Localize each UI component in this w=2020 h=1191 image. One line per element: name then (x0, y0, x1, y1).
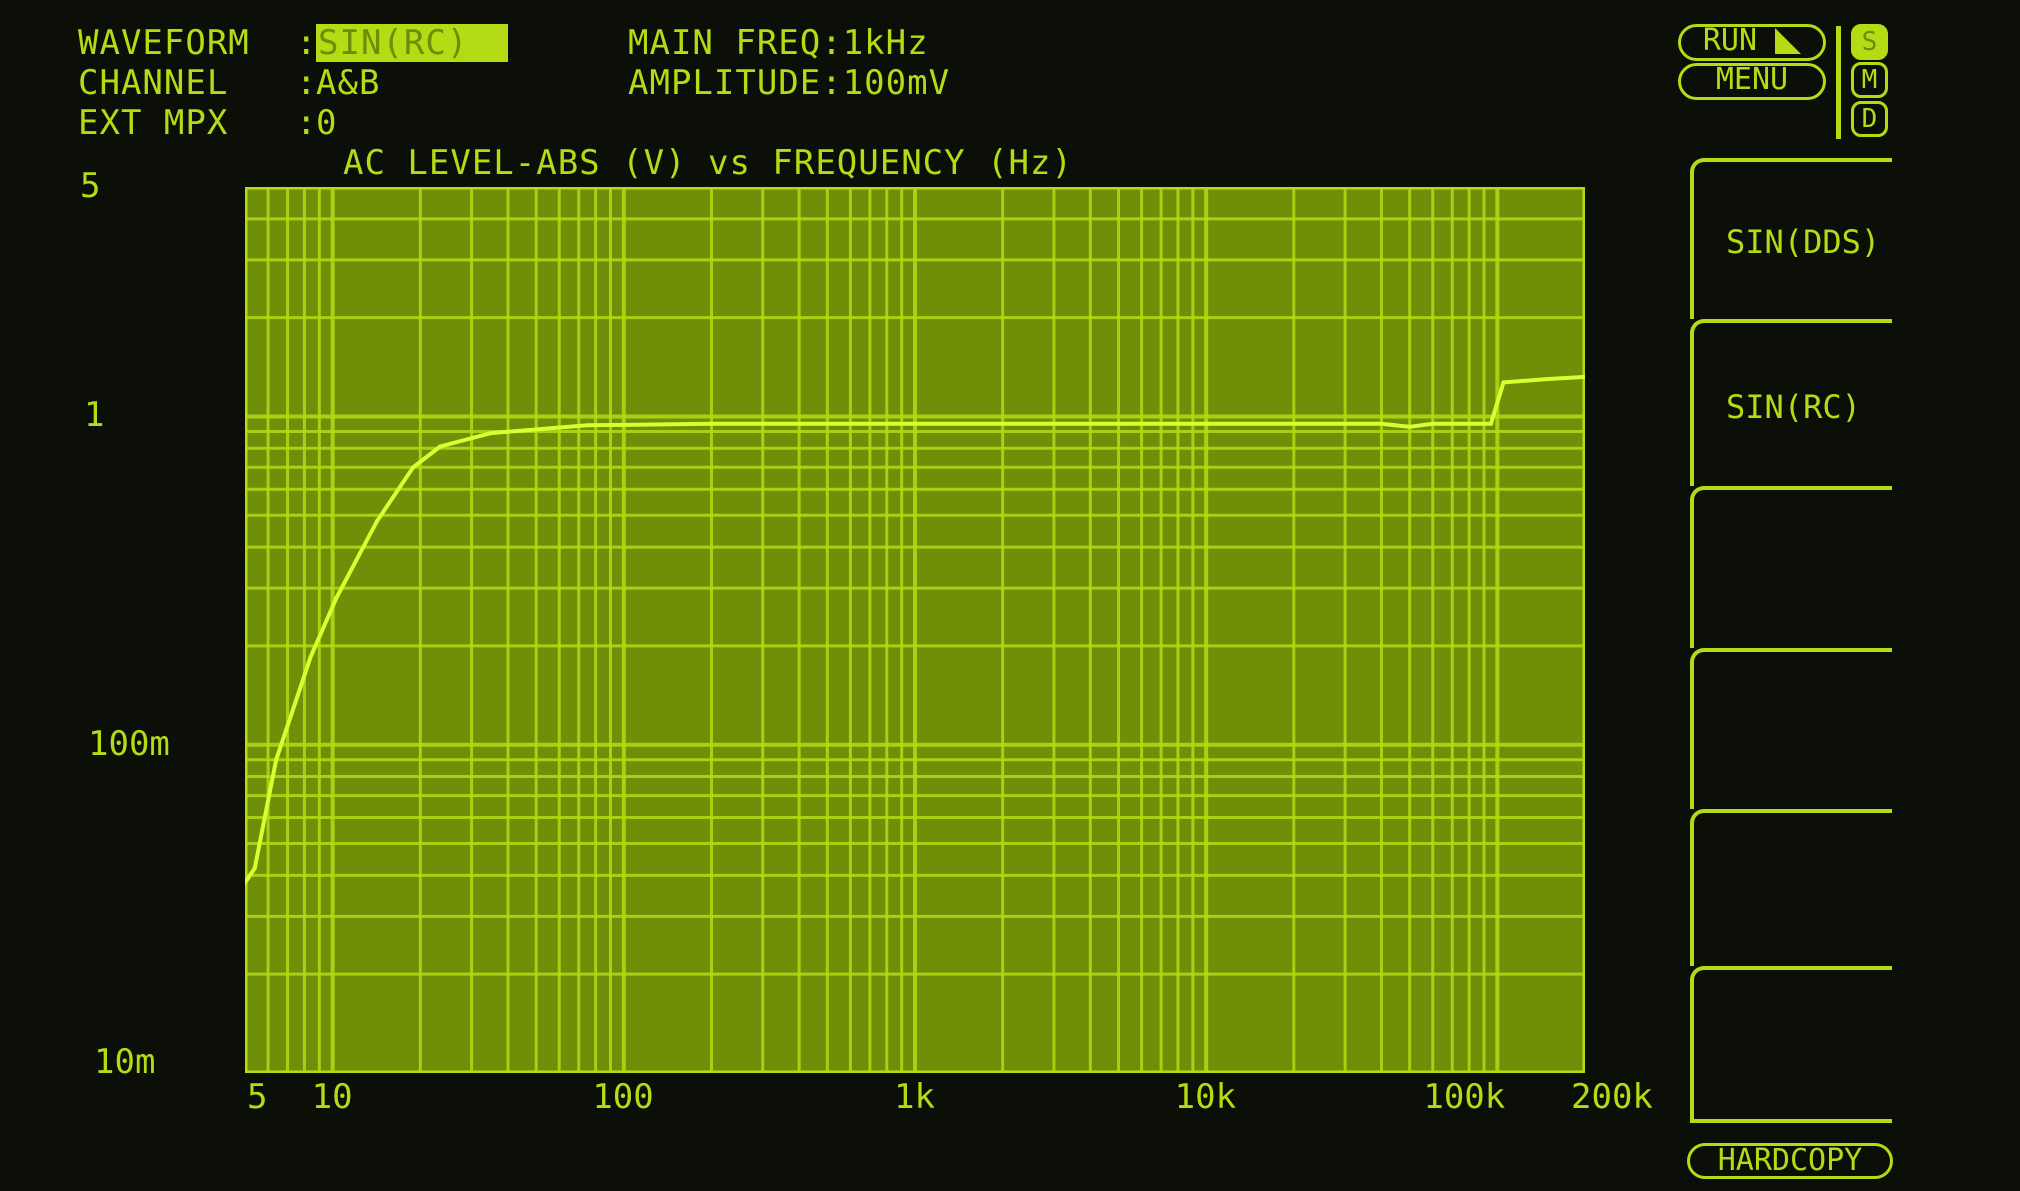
softkey-2-label: SIN(RC) (1726, 388, 1861, 426)
hardcopy-button[interactable]: HARDCOPY (1687, 1143, 1893, 1179)
y-tick-label: 5 (80, 166, 101, 206)
x-tick-label: 200k (1571, 1077, 1653, 1117)
y-tick-label: 100m (88, 723, 170, 764)
waveform-sep: : (296, 23, 318, 63)
data-point (709, 421, 714, 426)
series-line (245, 374, 1585, 884)
x-tick-label: 10k (1174, 1077, 1237, 1117)
data-point (334, 595, 339, 600)
softkey-2[interactable]: SIN(RC) (1690, 319, 1892, 486)
data-point (1407, 424, 1412, 429)
channel-sep: : (296, 63, 318, 103)
plot-border (245, 187, 1585, 1073)
x-tick-label: 1k (894, 1077, 935, 1117)
data-point (1379, 421, 1384, 426)
softkey-1[interactable]: SIN(DDS) (1690, 158, 1892, 319)
data-point (1501, 380, 1506, 385)
data-point (913, 421, 917, 426)
softkey-1-label: SIN(DDS) (1726, 223, 1881, 261)
x-tick-label: 100 (592, 1077, 654, 1117)
data-point (1204, 421, 1209, 426)
mode-m-button[interactable]: M (1851, 62, 1888, 98)
data-point (1430, 421, 1435, 426)
data-point (1546, 377, 1551, 382)
plot-svg (245, 187, 1585, 1073)
data-point (374, 519, 379, 524)
x-tick-label: 5 (247, 1077, 268, 1117)
softkey-3[interactable] (1690, 486, 1892, 648)
softkey-4[interactable] (1690, 648, 1892, 809)
main-freq: MAIN FREQ:1kHz (628, 23, 929, 63)
y-tick-label: 1 (84, 395, 105, 436)
menu-button[interactable]: MENU (1678, 63, 1826, 100)
mode-d-button[interactable]: D (1851, 101, 1888, 137)
run-arrow-icon (1775, 28, 1802, 54)
divider (1836, 26, 1841, 139)
data-point (308, 655, 313, 660)
run-label: RUN (1702, 23, 1758, 58)
data-point (585, 423, 590, 428)
x-tick-label: 100k (1423, 1077, 1506, 1117)
x-tick-label: 10 (311, 1077, 353, 1117)
waveform-value[interactable]: SIN(RC) (316, 24, 509, 62)
softkey-5[interactable] (1690, 809, 1892, 966)
run-button[interactable]: RUN (1678, 24, 1826, 61)
data-point (411, 465, 416, 470)
data-point (1488, 421, 1493, 426)
waveform-label: WAVEFORM (78, 23, 250, 63)
softkey-bottom-line (1690, 1119, 1892, 1123)
ext-mpx-label: EXT MPX (78, 103, 229, 143)
y-tick-label: 10m (94, 1042, 156, 1082)
channel-value[interactable]: A&B (316, 63, 381, 103)
data-point (252, 866, 257, 871)
data-point (274, 757, 279, 762)
amplitude: AMPLITUDE:100mV (628, 63, 951, 103)
data-point (1583, 374, 1585, 379)
menu-label: MENU (1715, 62, 1789, 97)
chart-title: AC LEVEL-ABS (V) vs FREQUENCY (Hz) (343, 143, 1073, 183)
softkey-6[interactable] (1690, 966, 1892, 1123)
ext-mpx-value[interactable]: 0 (316, 103, 338, 143)
data-point (489, 431, 494, 436)
plot-area (245, 187, 1585, 1073)
data-point (438, 444, 443, 449)
channel-label: CHANNEL (78, 63, 229, 103)
mode-s-button[interactable]: S (1851, 24, 1888, 60)
ext-mpx-sep: : (296, 103, 318, 143)
data-point (245, 880, 247, 885)
